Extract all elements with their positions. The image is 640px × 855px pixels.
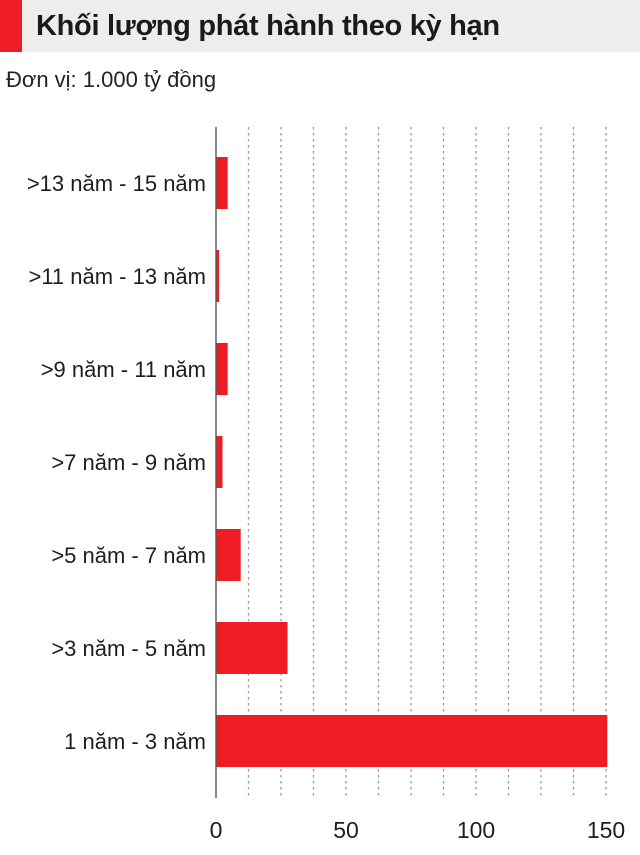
unit-label: Đơn vị: 1.000 tỷ đồng: [6, 67, 217, 92]
bar: [216, 250, 220, 302]
bar: [216, 343, 228, 395]
bar: [216, 715, 608, 767]
x-tick-label: 150: [587, 817, 625, 843]
x-tick-label: 100: [457, 817, 495, 843]
bar: [216, 157, 228, 209]
category-label: 1 năm - 3 năm: [64, 729, 206, 754]
x-tick-label: 0: [210, 817, 223, 843]
category-label: >7 năm - 9 năm: [51, 450, 206, 475]
category-label: >5 năm - 7 năm: [51, 543, 206, 568]
category-label: >11 năm - 13 năm: [28, 264, 206, 289]
chart-title: Khối lượng phát hành theo kỳ hạn: [36, 10, 500, 42]
title-bar: Khối lượng phát hành theo kỳ hạn: [0, 0, 640, 52]
bar: [216, 622, 288, 674]
category-label: >9 năm - 11 năm: [41, 357, 206, 382]
category-label: >13 năm - 15 năm: [27, 171, 206, 196]
bar: [216, 436, 223, 488]
category-label: >3 năm - 5 năm: [51, 636, 206, 661]
x-tick-label: 50: [333, 817, 359, 843]
title-accent-bar: [0, 0, 22, 52]
bar: [216, 529, 241, 581]
